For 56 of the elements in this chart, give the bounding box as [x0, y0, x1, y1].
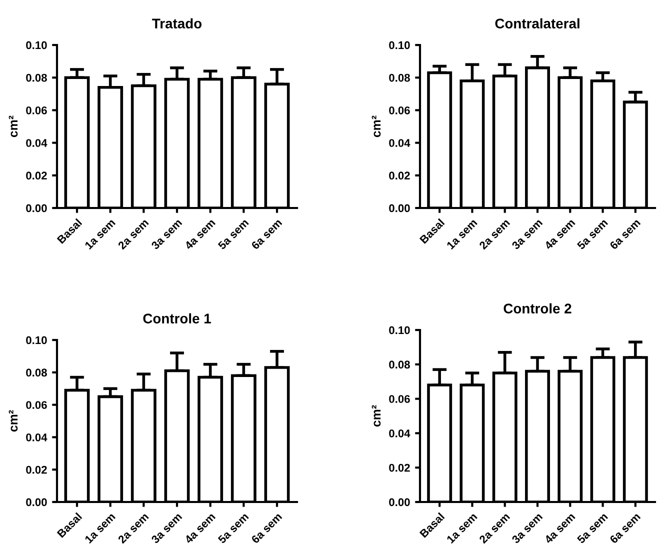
- y-tick-label: 0.00: [389, 204, 410, 212]
- y-tick-label: 0.04: [389, 429, 410, 438]
- y-axis-title: cm²: [8, 116, 18, 138]
- x-tick-label: 2a sem: [478, 218, 510, 250]
- y-tick-label: 0.06: [389, 106, 410, 114]
- x-tick-label: 2a sem: [118, 218, 149, 250]
- y-tick-label: 0.00: [389, 498, 410, 506]
- y-tick-label: 0.08: [26, 368, 47, 377]
- y-tick-label: 0.04: [389, 139, 410, 147]
- x-tick-label: 4a sem: [184, 512, 216, 544]
- y-tick-label: 0.08: [389, 360, 410, 369]
- x-tick-label: 1a sem: [446, 218, 478, 250]
- x-tick-label: 5a sem: [576, 218, 608, 250]
- x-tick-label: 3a sem: [150, 512, 182, 544]
- y-axis-title: cm²: [8, 410, 18, 432]
- y-tick-label: 0.06: [389, 395, 410, 403]
- y-tick-label: 0.04: [26, 433, 48, 442]
- chart-title: Controle 2: [504, 303, 572, 314]
- chart-title: Tratado: [152, 18, 202, 28]
- x-tick-label: 6a sem: [609, 218, 641, 250]
- y-tick-label: 0.02: [389, 172, 410, 180]
- chart-title: Controle 1: [143, 313, 211, 324]
- y-tick-label: 0.02: [26, 172, 47, 180]
- x-tick-label: 4a sem: [544, 512, 576, 544]
- y-tick-label: 0.08: [26, 74, 47, 82]
- x-tick-label: 3a sem: [511, 218, 543, 250]
- x-tick-label: 6a sem: [250, 512, 282, 544]
- y-axis-title: cm²: [372, 116, 381, 138]
- y-tick-label: 0.10: [389, 326, 410, 334]
- x-tick-label: 1a sem: [84, 218, 116, 250]
- x-tick-label: 1a sem: [84, 512, 116, 544]
- y-tick-label: 0.10: [26, 41, 47, 50]
- y-tick-label: 0.06: [26, 106, 47, 114]
- x-tick-label: 3a sem: [150, 218, 182, 250]
- x-tick-label: 5a sem: [218, 218, 249, 250]
- y-tick-label: 0.02: [26, 466, 47, 474]
- x-tick-label: 2a sem: [118, 512, 149, 544]
- y-tick-label: 0.08: [389, 74, 410, 82]
- y-tick-label: 0.00: [26, 498, 47, 506]
- x-tick-label: 2a sem: [478, 512, 510, 544]
- y-tick-label: 0.02: [389, 464, 410, 472]
- x-tick-label: 4a sem: [544, 218, 576, 250]
- x-tick-label: 5a sem: [576, 512, 608, 544]
- y-tick-label: 0.06: [26, 401, 47, 409]
- x-tick-label: 5a sem: [218, 512, 249, 544]
- x-tick-label: 6a sem: [609, 512, 641, 544]
- chart-title: Contralateral: [495, 18, 580, 28]
- x-tick-label: 4a sem: [184, 218, 216, 250]
- y-tick-label: 0.00: [26, 204, 47, 212]
- x-tick-label: 1a sem: [446, 512, 478, 544]
- y-tick-label: 0.10: [389, 41, 410, 50]
- y-axis-title: cm²: [372, 405, 381, 427]
- x-tick-label: 3a sem: [511, 512, 543, 544]
- y-tick-label: 0.04: [26, 139, 48, 147]
- y-tick-label: 0.10: [26, 336, 47, 344]
- x-tick-label: 6a sem: [250, 218, 282, 250]
